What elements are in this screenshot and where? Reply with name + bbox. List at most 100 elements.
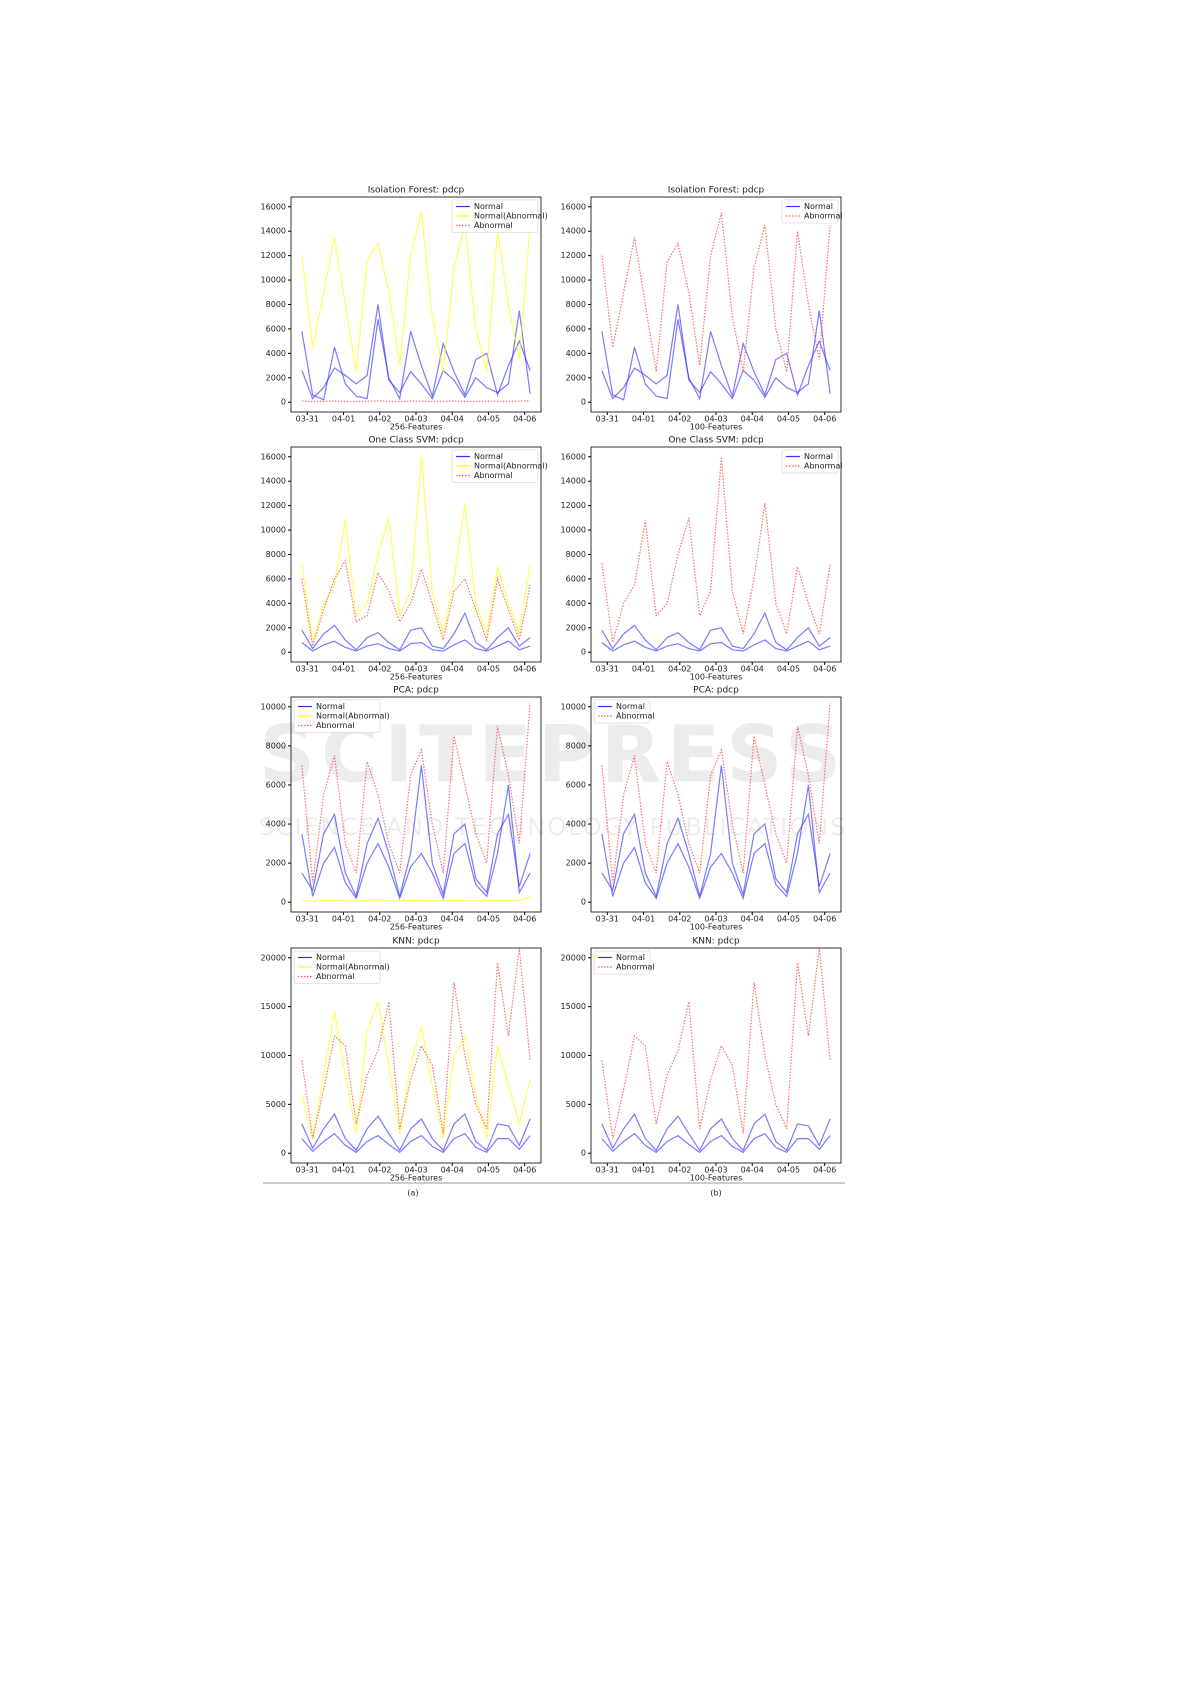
legend-label: Normal [616,953,645,962]
x-tick-label: 04-01 [632,1166,655,1175]
y-tick-label: 2000 [566,373,586,382]
x-tick-label: 04-05 [777,915,800,924]
series-line [601,639,831,652]
series-line [601,765,831,899]
y-tick-label: 0 [281,1149,286,1158]
subplot: KNN: pdcp 256-Features 0 5000 10000 15000 2000… [261,937,542,1183]
y-tick-label: 10000 [261,526,286,535]
y-tick-label: 15000 [561,1002,586,1011]
x-tick-label: 04-02 [368,1166,391,1175]
x-tick-label: 04-03 [704,665,727,674]
axes-frame [590,947,842,1164]
x-tick-label: 04-04 [441,1166,464,1175]
chart-title: KNN: pdcp [392,937,440,947]
y-tick-label: 5000 [566,1100,586,1109]
y-tick-label: 10000 [561,1051,586,1060]
subplot: One Class SVM: pdcp 100-Features 0 2000 4000… [561,436,843,682]
series-line [301,212,531,372]
x-tick-label: 04-01 [332,915,355,924]
legend-label: Normal(Abnormal) [316,963,390,972]
x-tick-label: 04-04 [741,415,764,424]
x-tick-label: 04-04 [741,665,764,674]
x-tick-label: 04-05 [777,415,800,424]
y-tick-label: 4000 [266,820,286,829]
x-tick-label: 04-02 [668,415,691,424]
y-tick-label: 4000 [566,599,586,608]
y-tick-label: 8000 [266,741,286,750]
y-tick-label: 10000 [561,702,586,711]
x-tick-label: 04-03 [704,915,727,924]
x-axis-label: 256-Features [390,1174,443,1183]
x-axis-label: 100-Features [690,923,743,932]
legend-label: Abnormal [804,212,843,221]
series-line [601,784,831,901]
x-tick-label: 04-05 [777,665,800,674]
legend-label: Normal(Abnormal) [474,212,548,221]
y-tick-label: 2000 [266,859,286,868]
x-tick-label: 03-31 [596,415,619,424]
series-line [601,1132,831,1154]
x-axis-label: 100-Features [690,1174,743,1183]
series-line [601,611,831,651]
y-tick-label: 6000 [266,780,286,789]
legend-label: Normal [616,702,645,711]
y-tick-label: 10000 [561,276,586,285]
series-line [601,304,831,400]
series-line [301,999,531,1139]
x-tick-label: 04-01 [632,915,655,924]
y-tick-label: 0 [281,398,286,407]
y-tick-label: 14000 [261,477,286,486]
y-tick-label: 0 [281,648,286,657]
x-tick-label: 04-05 [477,415,500,424]
subplot: KNN: pdcp 100-Features 0 5000 10000 15000 2000… [561,937,842,1183]
axes-frame [590,446,842,663]
x-tick-label: 04-01 [332,415,355,424]
chart-title: One Class SVM: pdcp [368,436,464,446]
subplot: Isolation Forest: pdcp 100-Features 0 2000 4… [561,186,843,432]
series-line [601,948,831,1139]
y-tick-label: 2000 [566,623,586,632]
subplot: One Class SVM: pdcp 256-Features 0 2000 4000… [261,436,548,682]
x-tick-label: 04-03 [704,415,727,424]
x-tick-label: 04-02 [668,665,691,674]
y-tick-label: 12000 [561,251,586,260]
x-tick-label: 04-03 [704,1166,727,1175]
y-tick-label: 8000 [566,550,586,559]
chart-title: PCA: pdcp [693,686,739,696]
x-tick-label: 04-06 [513,415,536,424]
x-tick-label: 04-06 [513,915,536,924]
y-tick-label: 20000 [561,953,586,962]
x-tick-label: 04-02 [368,915,391,924]
y-tick-label: 0 [281,898,286,907]
x-tick-label: 04-05 [777,1166,800,1175]
legend-label: Abnormal [316,721,355,730]
y-tick-label: 10000 [561,526,586,535]
series-line [301,784,531,901]
subplot: PCA: pdcp 100-Features 0 2000 4000 6000 8000 10… [561,686,842,932]
y-tick-label: 14000 [561,227,586,236]
x-tick-label: 04-06 [513,665,536,674]
series-line [601,212,831,372]
legend-label: Normal(Abnormal) [474,462,548,471]
legend-label: Abnormal [474,471,513,480]
x-tick-label: 04-03 [404,665,427,674]
x-axis-label: 256-Features [390,423,443,432]
legend-label: Normal [474,202,503,211]
y-tick-label: 2000 [266,373,286,382]
y-tick-label: 12000 [561,501,586,510]
x-tick-label: 04-06 [813,415,836,424]
x-tick-label: 04-03 [404,915,427,924]
legend-label: Abnormal [474,221,513,230]
y-tick-label: 15000 [261,1002,286,1011]
chart-title: KNN: pdcp [692,937,740,947]
series-line [601,1112,831,1152]
watermark-subtitle: SCIENCE AND TECHNOLOGY PUBLICATIONS [259,813,848,841]
axes-frame [290,446,542,663]
chart-title: Isolation Forest: pdcp [368,186,465,196]
y-tick-label: 0 [581,648,586,657]
x-tick-label: 04-06 [813,1166,836,1175]
legend-label: Normal [316,953,345,962]
x-tick-label: 04-03 [404,415,427,424]
y-tick-label: 14000 [561,477,586,486]
